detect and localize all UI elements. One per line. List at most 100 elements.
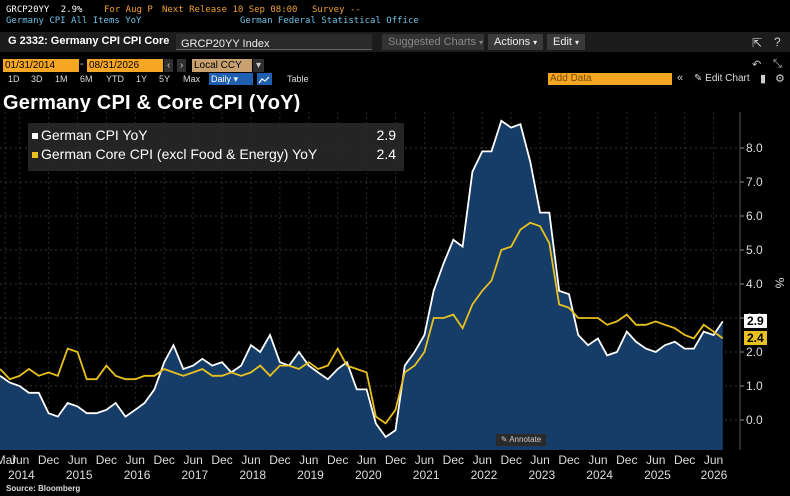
ticker: GRCP20YY (6, 5, 50, 15)
x-year-label: 2023 (528, 468, 555, 482)
frequency-value: Daily (211, 74, 232, 84)
survey: Survey -- (312, 5, 361, 15)
suggested-charts-button[interactable]: Suggested Charts ▾ (382, 34, 484, 50)
end-date-value: 08/31/2026 (89, 60, 140, 71)
chevron-down-icon: ▾ (479, 38, 484, 47)
range-ytd[interactable]: YTD (106, 74, 124, 84)
chart-legend: German CPI YoY 2.9 German Core CPI (excl… (28, 123, 404, 171)
y-tick-label: 1.0 (746, 379, 763, 393)
legend-value-core-cpi: 2.4 (376, 146, 396, 162)
y-tick-label: 5.0 (746, 243, 763, 257)
x-tick-label: Jun (588, 453, 607, 467)
x-tick-label: Jun (183, 453, 202, 467)
x-tick-label: Dec (500, 453, 521, 467)
y-tick-label: 7.0 (746, 175, 763, 189)
add-data-input[interactable]: Add Data (548, 73, 672, 85)
x-tick-label: Jun (357, 453, 376, 467)
range-6m[interactable]: 6M (80, 74, 93, 84)
source-footer: Source: Bloomberg (6, 484, 81, 493)
x-tick-label: Dec (96, 453, 117, 467)
annotate-button[interactable]: ✎ Annotate (496, 434, 546, 446)
start-date-input[interactable]: 01/31/2014 (3, 59, 79, 72)
x-year-label: 2018 (239, 468, 266, 482)
legend-value-cpi: 2.9 (376, 127, 396, 143)
x-year-label: 2019 (297, 468, 324, 482)
chart-code: G 2332: Germany CPI CPI Core (8, 35, 170, 47)
chart-type-icon[interactable]: ▮ (760, 73, 767, 85)
x-tick-label: Jun (530, 453, 549, 467)
currency-dropdown-button[interactable]: ▾ (253, 59, 265, 72)
core-cpi-series-line (0, 221, 724, 425)
y-tick-label: 0.0 (746, 413, 763, 427)
x-tick-label: Dec (38, 453, 59, 467)
description: Germany CPI All Items YoY (6, 16, 142, 26)
date-back-button[interactable]: ‹ (164, 59, 174, 72)
legend-swatch-yellow (32, 152, 38, 159)
currency-select[interactable]: Local CCY (192, 59, 252, 72)
x-tick-label: Jun (704, 453, 723, 467)
help-icon[interactable]: ? (774, 35, 781, 49)
range-max[interactable]: Max (183, 74, 201, 84)
range-3d[interactable]: 3D (31, 74, 43, 84)
x-tick-label: Jun (646, 453, 665, 467)
actions-label: Actions (494, 36, 531, 48)
add-data-placeholder: Add Data (550, 73, 592, 84)
legend-item-core-cpi[interactable]: German Core CPI (excl Food & Energy) YoY… (32, 145, 400, 163)
source-label: German Federal Statistical Office (240, 16, 419, 26)
x-year-label: 2020 (355, 468, 382, 482)
suggested-charts-label: Suggested Charts (388, 36, 477, 48)
table-button[interactable]: Table (287, 74, 309, 84)
chevron-down-icon: ▾ (233, 74, 239, 84)
x-year-label: 2025 (644, 468, 671, 482)
edit-button[interactable]: Edit ▾ (547, 34, 585, 50)
line-chart-icon[interactable] (257, 73, 272, 85)
legend-swatch-white (32, 133, 38, 140)
chevron-down-icon: ▾ (533, 38, 538, 47)
x-tick-label: Jun (299, 453, 318, 467)
pencil-icon: ✎ (500, 435, 508, 444)
settings-gear-icon[interactable]: ⚙ (775, 73, 785, 85)
security-value: GRCP20YY Index (181, 38, 270, 50)
x-tick-label: Jun (10, 453, 29, 467)
x-tick-label: Dec (674, 453, 695, 467)
x-tick-label: Dec (558, 453, 579, 467)
cpi-series-line (0, 119, 724, 439)
currency-value: Local CCY (194, 60, 242, 71)
export-icon[interactable]: ⇱ (752, 36, 763, 50)
last-value: 2.9% (60, 5, 83, 15)
range-1d[interactable]: 1D (8, 74, 20, 84)
frequency-select[interactable]: Daily ▾ (209, 73, 253, 85)
y-axis-unit: % (772, 277, 787, 289)
edit-chart-button[interactable]: ✎ Edit Chart (694, 73, 750, 85)
y-tick-label: 6.0 (746, 209, 763, 223)
legend-label-core-cpi: German Core CPI (excl Food & Energy) YoY (41, 146, 318, 162)
last-value-tag-core-cpi: 2.4 (744, 331, 767, 346)
x-year-label: 2017 (182, 468, 209, 482)
range-bar: 1D 3D 1M 6M YTD 1Y 5Y Max Daily ▾ Table … (0, 72, 790, 86)
range-1y[interactable]: 1Y (136, 74, 148, 84)
x-tick-label: Jun (473, 453, 492, 467)
zoom-icon[interactable]: ⤡ (773, 58, 782, 70)
collapse-icon[interactable]: « (677, 72, 684, 84)
chevron-left-icon: ‹ (167, 60, 171, 71)
y-tick-label: 4.0 (746, 277, 763, 291)
date-forward-button[interactable]: › (177, 59, 187, 72)
security-input[interactable]: GRCP20YY Index (176, 34, 372, 50)
x-year-label: 2016 (124, 468, 151, 482)
next-release: Next Release 10 Sep 08:00 (162, 5, 298, 15)
x-tick-label: Dec (443, 453, 464, 467)
undo-icon[interactable]: ↶ (752, 59, 762, 71)
pencil-icon: ✎ (694, 73, 703, 84)
y-tick-label: 2.0 (746, 345, 763, 359)
x-year-label: 2014 (8, 468, 35, 482)
actions-button[interactable]: Actions ▾ (488, 34, 544, 50)
chevron-right-icon: › (180, 60, 184, 71)
legend-item-cpi[interactable]: German CPI YoY 2.9 (32, 126, 400, 144)
x-tick-label: Jun (241, 453, 260, 467)
range-1m[interactable]: 1M (55, 74, 68, 84)
end-date-input[interactable]: 08/31/2026 (87, 59, 163, 72)
for-period: For Aug P (104, 5, 153, 15)
range-5y[interactable]: 5Y (159, 74, 171, 84)
x-year-label: 2022 (471, 468, 498, 482)
